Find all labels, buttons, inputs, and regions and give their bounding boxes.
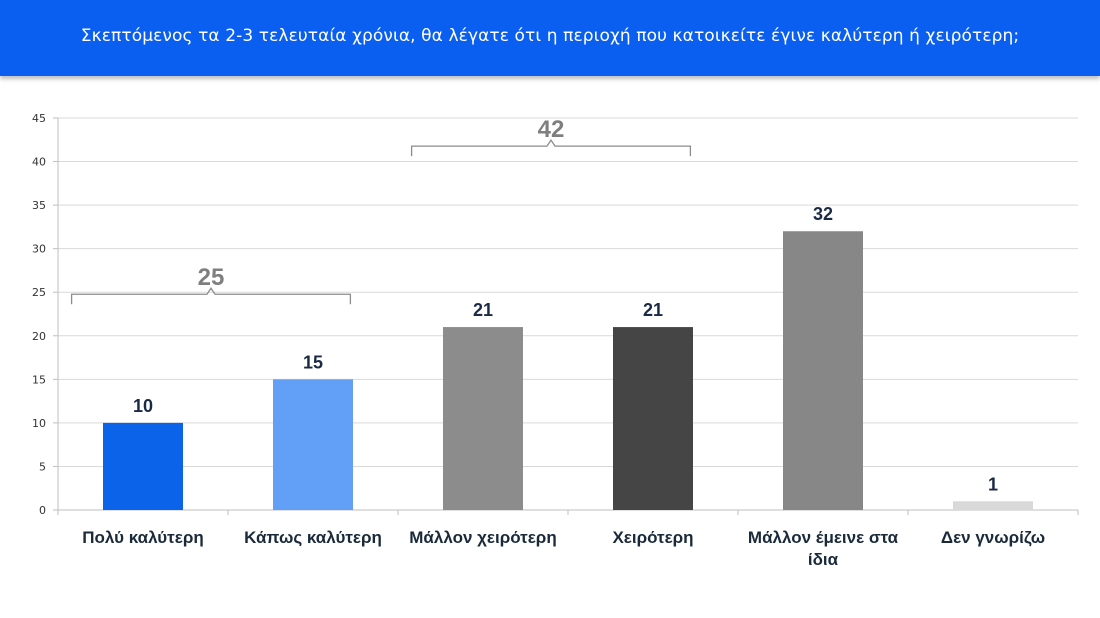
axes: 0 5 10 15 20 25 30 35 40 45	[32, 112, 1079, 517]
y-tick-label: 45	[32, 112, 46, 125]
group-bracket	[410, 138, 692, 157]
y-tick-label: 35	[32, 199, 46, 212]
x-tick-label: Πολύ καλύτερη	[82, 528, 204, 547]
bar	[613, 327, 693, 510]
data-label: 15	[303, 352, 323, 372]
x-tick-label: Μάλλον χειρότερη	[409, 528, 556, 547]
bar	[273, 379, 353, 510]
gridlines	[58, 117, 1078, 467]
group-total-label: 25	[198, 264, 225, 291]
group-bracket	[70, 287, 352, 305]
y-tick-label: 15	[32, 373, 46, 386]
data-label: 21	[473, 300, 493, 320]
header-banner: Σκεπτόμενος τα 2-3 τελευταία χρόνια, θα …	[0, 0, 1100, 76]
y-tick-label: 10	[32, 417, 46, 430]
y-tick-label: 5	[39, 460, 46, 473]
data-label: 10	[133, 396, 153, 416]
bar	[443, 327, 523, 510]
x-tick-label: Μάλλον έμεινε στα	[748, 528, 899, 547]
x-tick-label: Δεν γνωρίζω	[941, 528, 1045, 547]
y-tick-label: 25	[32, 286, 46, 299]
data-label: 32	[813, 204, 833, 224]
y-tick-label: 0	[39, 504, 46, 517]
y-tick-label: 20	[32, 330, 46, 343]
group-total-label: 42	[538, 116, 565, 143]
data-label: 21	[643, 300, 663, 320]
bar	[783, 231, 863, 510]
bars	[103, 231, 1033, 510]
data-label: 1	[988, 474, 998, 494]
y-tick-label: 40	[32, 156, 46, 169]
bar	[103, 422, 183, 510]
bar	[953, 501, 1033, 510]
chart-title: Σκεπτόμενος τα 2-3 τελευταία χρόνια, θα …	[80, 26, 1020, 46]
labels: 10 Πολύ καλύτερη 15 Κάπως καλύτερη 21 Μάλλον …	[70, 116, 1045, 569]
y-tick-label: 30	[32, 243, 46, 256]
x-tick-label: ίδια	[808, 550, 839, 569]
x-tick-label: Χειρότερη	[612, 528, 693, 547]
x-tick-label: Κάπως καλύτερη	[244, 528, 382, 547]
